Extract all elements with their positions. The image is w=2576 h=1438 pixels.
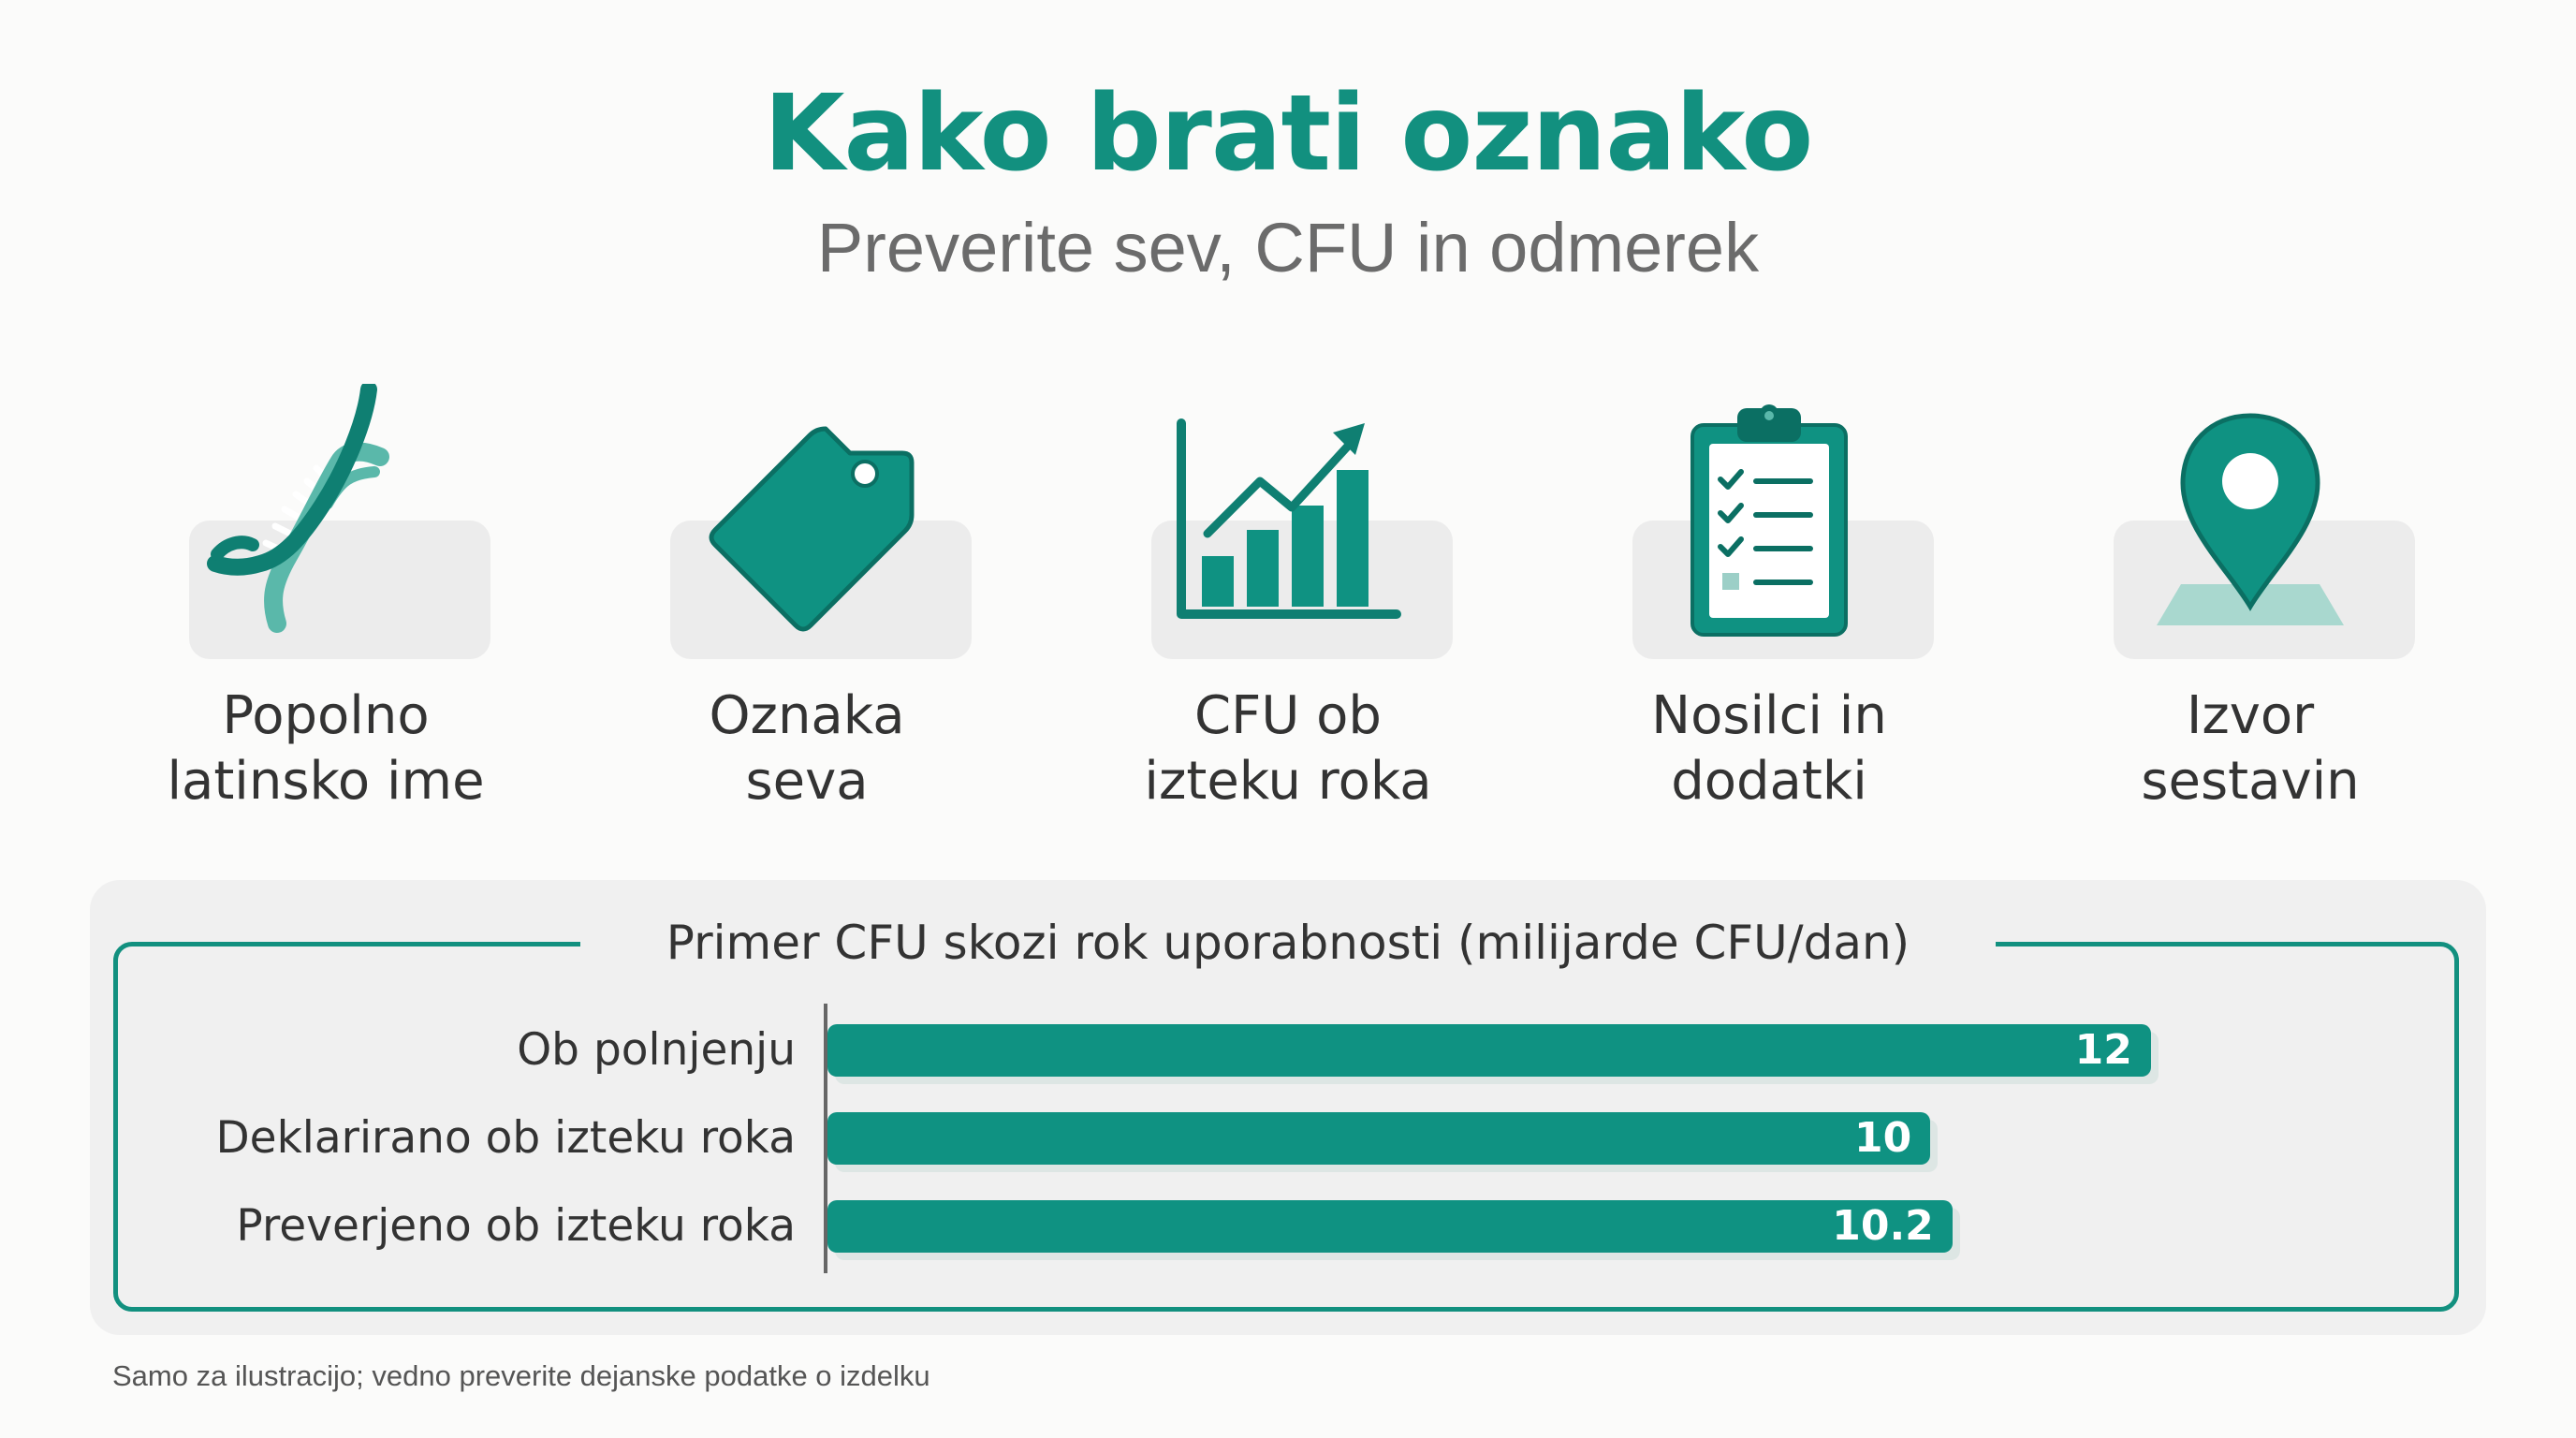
tag-icon	[709, 426, 915, 632]
dna-icon	[207, 384, 389, 633]
page-subtitle: Preverite sev, CFU in odmerek	[816, 209, 1760, 286]
map-pin-icon	[2157, 413, 2344, 625]
feature-label: Oznaka seva	[709, 685, 905, 812]
feature-label: Izvor sestavin	[2141, 685, 2360, 812]
bar	[827, 1200, 1953, 1253]
bar-category-label: Deklarirano ob izteku roka	[215, 1112, 796, 1164]
bar-value-label: 10.2	[1832, 1202, 1934, 1250]
bar	[827, 1024, 2151, 1077]
bar-value-label: 12	[2074, 1026, 2132, 1074]
bar	[827, 1112, 1931, 1165]
footnote: Samo za ilustracijo; vedno preverite dej…	[112, 1359, 930, 1392]
bar-value-label: 10	[1853, 1114, 1912, 1162]
bar-category-label: Ob polnjenju	[517, 1024, 796, 1076]
page-title: Kako brati oznako	[763, 73, 1814, 195]
feature-label: CFU ob izteku roka	[1144, 685, 1432, 812]
chart-title: Primer CFU skozi rok uporabnosti (milija…	[580, 910, 1996, 976]
clipboard-checklist-icon	[1690, 404, 1848, 637]
chart-axis-line	[824, 1004, 827, 1273]
growth-chart-icon	[1177, 418, 1401, 619]
bar-category-label: Preverjeno ob izteku roka	[236, 1200, 796, 1252]
feature-label: Popolno latinsko ime	[167, 685, 485, 812]
feature-label: Nosilci in dodatki	[1651, 685, 1887, 812]
